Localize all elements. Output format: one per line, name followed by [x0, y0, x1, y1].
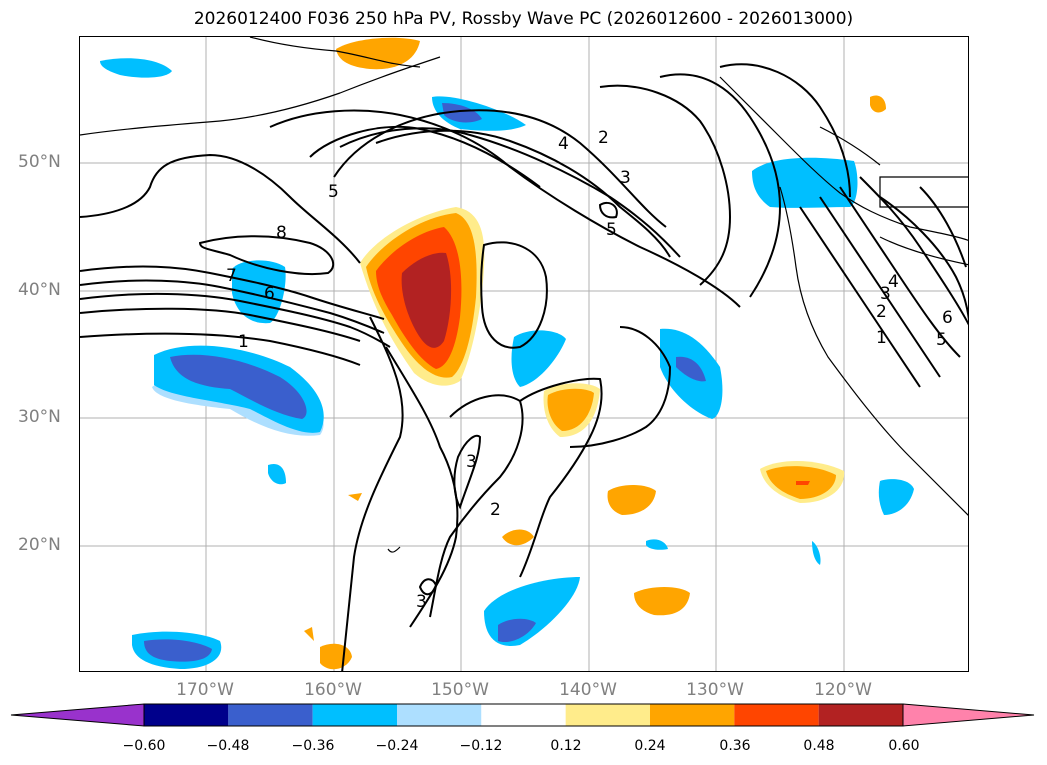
contour-label: 8	[276, 223, 287, 243]
contour-labels: 8 5 7 6 1 4 2 3 5 3 2 3 4 3 2 1 6 5	[226, 128, 953, 612]
lon-label-150w: 150°W	[431, 680, 489, 700]
negative-anomaly-shading	[100, 58, 914, 669]
colorbar-tick: 0.36	[719, 738, 751, 754]
contour-label: 4	[558, 134, 569, 154]
map-canvas: 8 5 7 6 1 4 2 3 5 3 2 3 4 3 2 1 6 5	[80, 37, 968, 671]
colorbar-tick: 0.60	[888, 738, 920, 754]
lon-label-120w: 120°W	[814, 680, 872, 700]
colorbar-tick: 0.12	[550, 738, 582, 754]
colorbar-segment	[565, 704, 650, 726]
lon-label-170w: 170°W	[176, 680, 234, 700]
colorbar-segment	[397, 704, 482, 726]
lat-label-30n: 30°N	[18, 407, 61, 427]
colorbar-segment	[818, 704, 903, 726]
colorbar-tick: −0.60	[122, 738, 166, 754]
gridlines	[80, 37, 968, 671]
contour-label: 5	[606, 220, 617, 240]
colorbar-tick: −0.12	[459, 738, 503, 754]
map-title: 2026012400 F036 250 hPa PV, Rossby Wave …	[193, 9, 854, 29]
lat-label-50n: 50°N	[18, 152, 61, 172]
colorbar-tick: 0.48	[803, 738, 835, 754]
map-plot-area: 8 5 7 6 1 4 2 3 5 3 2 3 4 3 2 1 6 5	[79, 36, 969, 672]
contour-label: 1	[238, 332, 249, 352]
colorbar-border	[143, 703, 904, 727]
contour-label: 6	[942, 308, 953, 328]
colorbar-segment	[650, 704, 735, 726]
lon-label-160w: 160°W	[304, 680, 362, 700]
colorbar-tick: −0.48	[206, 738, 250, 754]
contour-label: 3	[620, 168, 631, 188]
contour-lines	[80, 63, 968, 671]
colorbar-extend-high	[902, 703, 1035, 727]
contour-label: 5	[936, 330, 947, 350]
positive-anomaly-shading	[304, 37, 886, 670]
contour-label: 1	[876, 328, 887, 348]
colorbar-segment	[312, 704, 397, 726]
colorbar-segment	[228, 704, 313, 726]
colorbar-tick: −0.24	[375, 738, 419, 754]
colorbar	[10, 703, 1035, 727]
contour-label: 2	[598, 128, 609, 148]
contour-label: 2	[876, 302, 887, 322]
colorbar-tick: −0.36	[291, 738, 335, 754]
contour-label: 6	[264, 284, 275, 304]
lat-label-40n: 40°N	[18, 280, 61, 300]
contour-label: 4	[888, 272, 899, 292]
colorbar-segment	[734, 704, 819, 726]
contour-label: 3	[466, 452, 477, 472]
lon-label-130w: 130°W	[686, 680, 744, 700]
colorbar-extend-low	[10, 703, 145, 727]
coastlines	[80, 37, 968, 553]
colorbar-tick: 0.24	[634, 738, 666, 754]
colorbar-segment	[144, 704, 229, 726]
colorbar-segment	[481, 704, 566, 726]
contour-label: 2	[490, 500, 501, 520]
lat-label-20n: 20°N	[18, 535, 61, 555]
contour-label: 3	[880, 284, 891, 304]
contour-label: 5	[328, 182, 339, 202]
contour-label: 7	[226, 266, 237, 286]
lon-label-140w: 140°W	[559, 680, 617, 700]
contour-label: 3	[416, 592, 427, 612]
